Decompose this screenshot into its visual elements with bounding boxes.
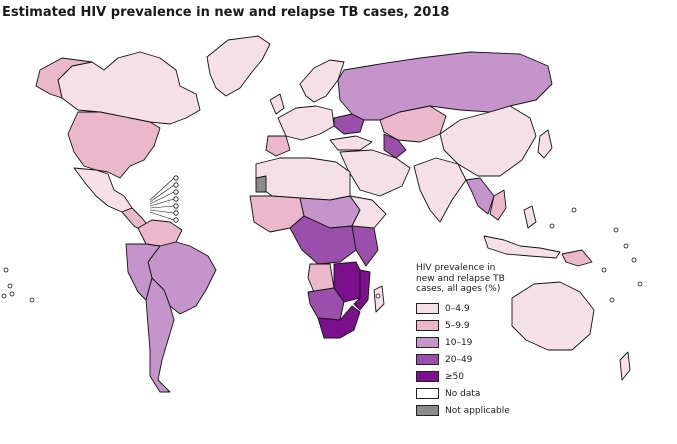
- legend-items: 0–4.9 5–9.9 10–19 20–49 ≥50 No data Not applic…: [416, 302, 566, 418]
- legend-label: 20–49: [445, 354, 473, 365]
- legend-swatch: [416, 388, 439, 399]
- legend-swatch: [416, 354, 439, 365]
- legend-label: Not applicable: [445, 405, 510, 416]
- legend-label: 0–4.9: [445, 303, 470, 314]
- north-africa: [255, 157, 351, 201]
- indonesia: [483, 235, 561, 259]
- legend-label: 5–9.9: [445, 320, 470, 331]
- legend-item: 20–49: [416, 353, 566, 367]
- map-title: Estimated HIV prevalence in new and rela…: [2, 5, 450, 20]
- angola: [307, 263, 335, 293]
- turkey: [329, 135, 373, 151]
- mozambique: [353, 269, 371, 311]
- legend-label: ≥50: [445, 371, 464, 382]
- alaska: [35, 57, 93, 99]
- legend-swatch: [416, 405, 439, 416]
- usa: [67, 111, 161, 179]
- map-legend: HIV prevalence in new and relapse TB cas…: [416, 263, 566, 421]
- legend-swatch: [416, 371, 439, 382]
- russia: [337, 51, 553, 121]
- japan: [537, 129, 553, 159]
- island-markers: [1, 207, 643, 303]
- argentina-chile: [145, 277, 175, 393]
- legend-item: 0–4.9: [416, 302, 566, 316]
- caribbean-markers: [149, 175, 179, 223]
- iberia: [265, 135, 291, 157]
- legend-item: Not applicable: [416, 404, 566, 418]
- legend-swatch: [416, 303, 439, 314]
- legend-label: No data: [445, 388, 481, 399]
- legend-swatch: [416, 337, 439, 348]
- legend-swatch: [416, 320, 439, 331]
- australia: [511, 281, 595, 351]
- legend-item: 5–9.9: [416, 319, 566, 333]
- greenland: [206, 35, 271, 97]
- china: [439, 105, 537, 177]
- western-sahara: [255, 175, 267, 193]
- legend-label: 10–19: [445, 337, 473, 348]
- middle-east: [339, 149, 411, 197]
- india: [413, 157, 467, 223]
- legend-item: 10–19: [416, 336, 566, 350]
- legend-item: No data: [416, 387, 566, 401]
- western-europe: [277, 105, 335, 141]
- east-africa: [351, 225, 379, 267]
- scandinavia: [299, 59, 345, 103]
- madagascar: [373, 285, 385, 313]
- myanmar-thailand: [465, 177, 495, 215]
- papua: [561, 249, 593, 267]
- new-zealand: [619, 351, 631, 381]
- legend-title: HIV prevalence in new and relapse TB cas…: [416, 263, 505, 294]
- vietnam-cambodia: [489, 189, 507, 221]
- legend-item: ≥50: [416, 370, 566, 384]
- uk: [269, 93, 285, 115]
- caucasus-central-asia: [383, 133, 407, 159]
- south-africa: [317, 305, 361, 339]
- philippines: [523, 205, 537, 229]
